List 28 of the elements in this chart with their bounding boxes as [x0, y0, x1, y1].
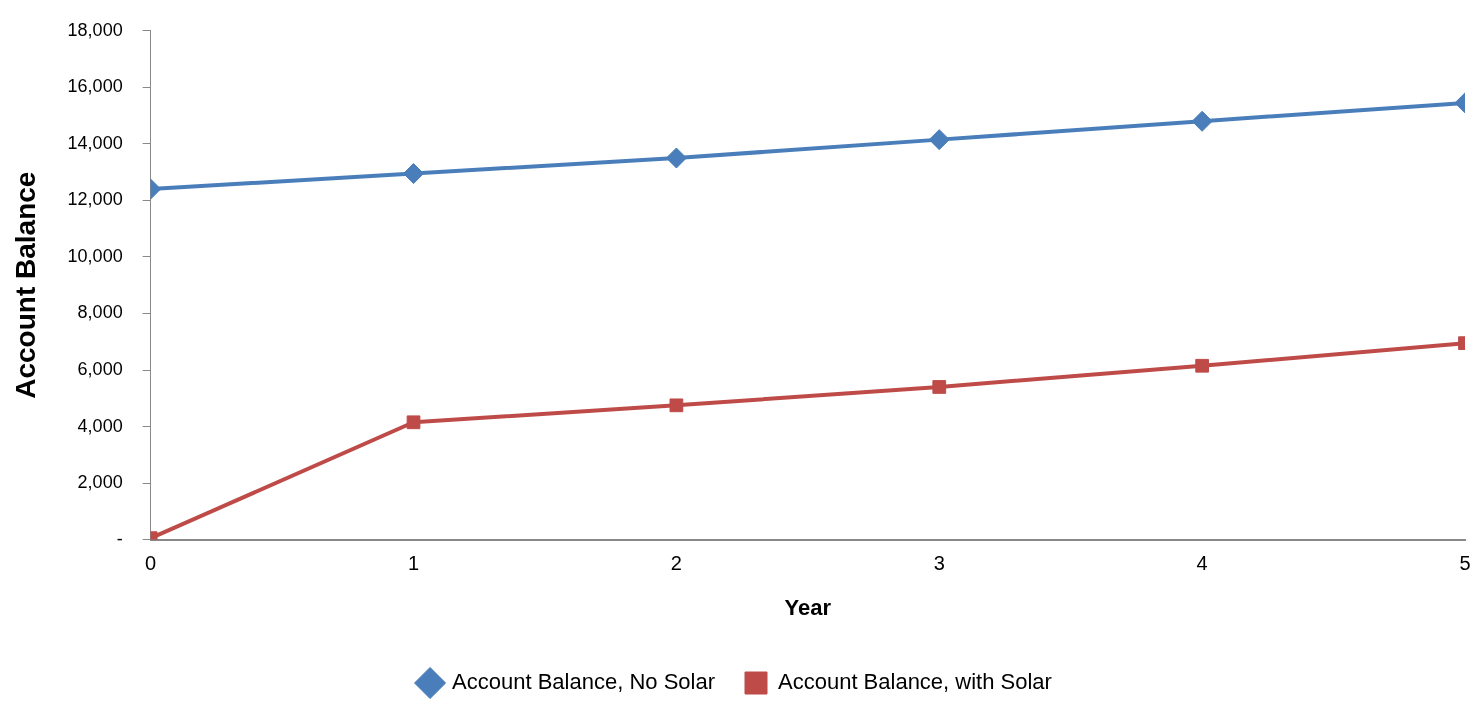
- x-tick-label: 1: [407, 552, 420, 575]
- point: [665, 147, 687, 169]
- y-tick-label: 8,000: [77, 302, 123, 323]
- point: [932, 380, 947, 394]
- y-tick-label: 2,000: [77, 472, 123, 493]
- y-tick-label: 14,000: [67, 132, 123, 153]
- x-axis-title: Year: [784, 594, 832, 620]
- point: [928, 129, 950, 151]
- x-tick-label: 3: [933, 552, 945, 575]
- y-tick-label: 4,000: [77, 415, 123, 436]
- y-tick-label: -: [116, 528, 123, 549]
- x-tick-label: 5: [1459, 552, 1471, 575]
- point: [406, 415, 421, 430]
- x-tick-label: 4: [1196, 552, 1208, 575]
- x-tick-label: 0: [145, 552, 157, 575]
- y-tick-label: 12,000: [67, 189, 123, 210]
- legend-label: Account Balance, with Solar: [778, 669, 1052, 695]
- y-tick-label: 6,000: [77, 358, 123, 379]
- point: [403, 163, 425, 185]
- y-axis-title: Account Balance: [9, 171, 41, 399]
- point: [669, 398, 684, 413]
- legend-label: Account Balance, No Solar: [452, 669, 716, 695]
- x-tick-label: 2: [670, 552, 682, 575]
- y-tick-label: 18,000: [67, 19, 123, 40]
- y-tick-label: 10,000: [67, 245, 123, 266]
- point: [1191, 110, 1213, 132]
- y-tick-label: 16,000: [67, 76, 123, 97]
- point: [1195, 358, 1209, 373]
